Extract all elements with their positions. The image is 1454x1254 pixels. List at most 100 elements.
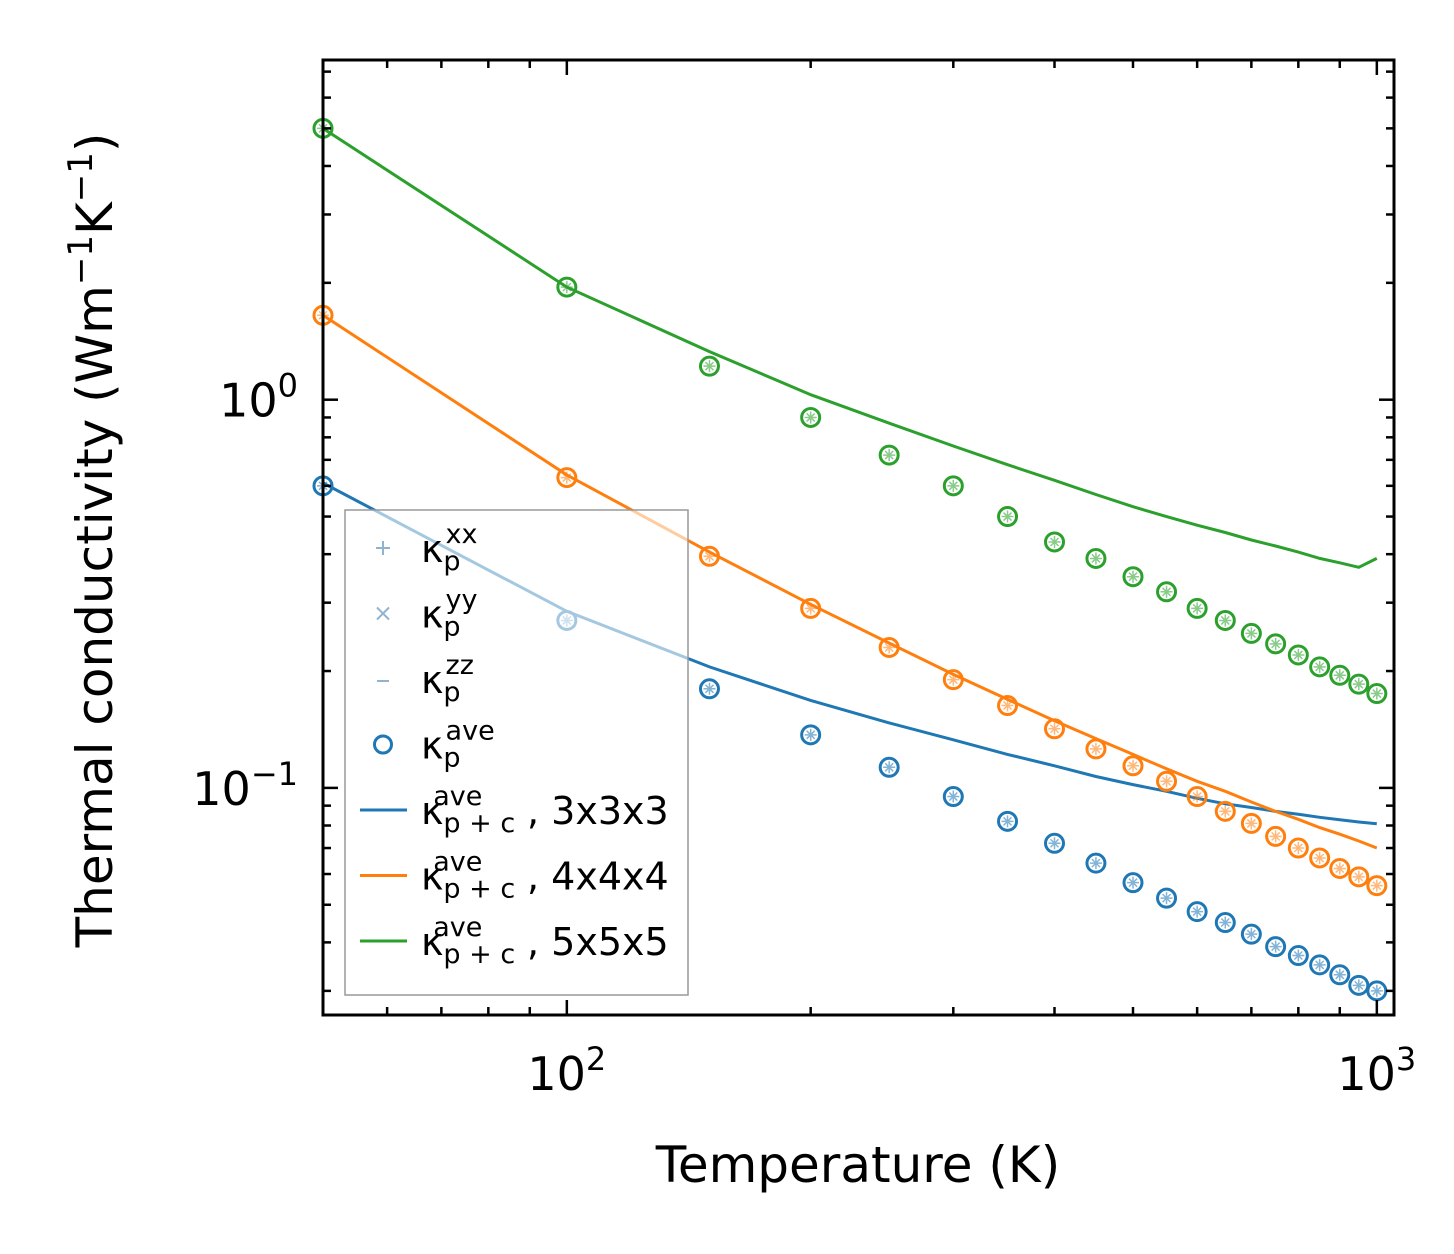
- legend-entry: κpxx: [376, 519, 478, 577]
- data-point-4x4x4: [556, 467, 578, 489]
- marker-components: [883, 761, 896, 774]
- data-point-5x5x5: [1085, 547, 1107, 569]
- marker-components: [1292, 648, 1305, 661]
- data-point-5x5x5: [1265, 633, 1287, 655]
- data-point-4x4x4: [1186, 786, 1208, 808]
- marker-components: [1352, 870, 1365, 883]
- legend-label: κpyy: [421, 585, 478, 643]
- data-point-4x4x4: [997, 695, 1019, 717]
- marker-ave: [1348, 974, 1370, 996]
- data-point-3x3x3: [1085, 852, 1107, 874]
- data-point-3x3x3: [1348, 974, 1370, 996]
- marker-components: [1048, 535, 1061, 548]
- y-tick-label: 100: [219, 367, 298, 428]
- marker-ave: [1085, 547, 1107, 569]
- data-point-4x4x4: [1309, 847, 1331, 869]
- marker-ave: [1240, 923, 1262, 945]
- marker-ave: [698, 355, 720, 377]
- marker-ave: [1156, 887, 1178, 909]
- data-point-4x4x4: [698, 545, 720, 567]
- data-point-3x3x3: [1214, 912, 1236, 934]
- y-axis-label-exp: −1: [61, 152, 101, 202]
- marker-ave: [1122, 755, 1144, 777]
- marker-components: [1219, 916, 1232, 929]
- data-point-3x3x3: [1122, 872, 1144, 894]
- marker-components: [1160, 892, 1173, 905]
- legend-entry: κp + cave, 5x5x5: [360, 912, 669, 970]
- data-point-5x5x5: [1309, 656, 1331, 678]
- marker-ave: [1309, 954, 1331, 976]
- marker-components: [1352, 678, 1365, 691]
- legend-entry: κp + cave, 3x3x3: [360, 781, 669, 839]
- marker-components: [1292, 949, 1305, 962]
- y-axis-label-unit: ): [66, 133, 124, 153]
- data-point-3x3x3: [1329, 964, 1351, 986]
- y-tick-label: 10−1: [192, 755, 298, 816]
- marker-ave: [1156, 581, 1178, 603]
- marker-components: [804, 728, 817, 741]
- data-point-3x3x3: [997, 810, 1019, 832]
- data-point-5x5x5: [1122, 566, 1144, 588]
- marker-components: [1160, 775, 1173, 788]
- data-point-5x5x5: [878, 444, 900, 466]
- data-point-4x4x4: [1044, 718, 1066, 740]
- marker-ave: [1240, 812, 1262, 834]
- marker-components: [1370, 687, 1383, 700]
- marker-ave: [1265, 633, 1287, 655]
- data-point-3x3x3: [1309, 954, 1331, 976]
- marker-components: [1089, 742, 1102, 755]
- marker-components: [1001, 815, 1014, 828]
- marker-components: [1191, 602, 1204, 615]
- marker-components: [804, 602, 817, 615]
- marker-components: [1313, 660, 1326, 673]
- legend-cross-marker: [376, 606, 390, 621]
- marker-components: [560, 471, 573, 484]
- data-point-4x4x4: [1366, 875, 1388, 897]
- data-point-3x3x3: [1186, 901, 1208, 923]
- data-point-3x3x3: [1156, 887, 1178, 909]
- data-point-4x4x4: [1348, 866, 1370, 888]
- marker-components: [1127, 570, 1139, 583]
- marker-ave: [1366, 980, 1388, 1002]
- data-point-3x3x3: [878, 756, 900, 778]
- legend-label: κpave: [421, 716, 495, 774]
- marker-ave: [1366, 875, 1388, 897]
- plot-frame: [321, 58, 1396, 1017]
- data-point-3x3x3: [1265, 936, 1287, 958]
- data-point-4x4x4: [1329, 857, 1351, 879]
- data-point-4x4x4: [878, 636, 900, 658]
- marker-ave: [942, 669, 964, 691]
- x-axis-label: Temperature (K): [655, 1136, 1060, 1194]
- marker-components: [1191, 790, 1204, 803]
- marker-ave: [942, 475, 964, 497]
- marker-ave: [1309, 847, 1331, 869]
- marker-components: [1313, 851, 1326, 864]
- legend-circle-marker: [373, 734, 393, 755]
- marker-components: [1245, 817, 1258, 830]
- marker-components: [1333, 968, 1346, 981]
- marker-ave: [800, 724, 822, 746]
- marker-components: [703, 682, 716, 695]
- marker-components: [1089, 552, 1102, 565]
- marker-ave: [1287, 644, 1309, 666]
- marker-components: [1269, 940, 1282, 953]
- y-axis-label-exp: −1: [61, 235, 101, 285]
- data-point-4x4x4: [1265, 825, 1287, 847]
- marker-components: [1370, 879, 1383, 892]
- data-point-5x5x5: [1329, 664, 1351, 686]
- marker-components: [1269, 830, 1282, 843]
- marker-ave: [1044, 832, 1066, 854]
- legend-entry: κpave: [373, 716, 495, 774]
- marker-components: [883, 641, 896, 654]
- marker-ave: [878, 756, 900, 778]
- data-point-5x5x5: [698, 355, 720, 377]
- legend-entry: κp + cave, 4x4x4: [360, 847, 669, 905]
- marker-components: [1001, 510, 1014, 523]
- marker-ave: [556, 467, 578, 489]
- marker-ave: [1329, 857, 1351, 879]
- marker-ave: [997, 695, 1019, 717]
- legend-box: [344, 509, 689, 996]
- marker-ave: [1348, 673, 1370, 695]
- marker-components: [560, 281, 573, 294]
